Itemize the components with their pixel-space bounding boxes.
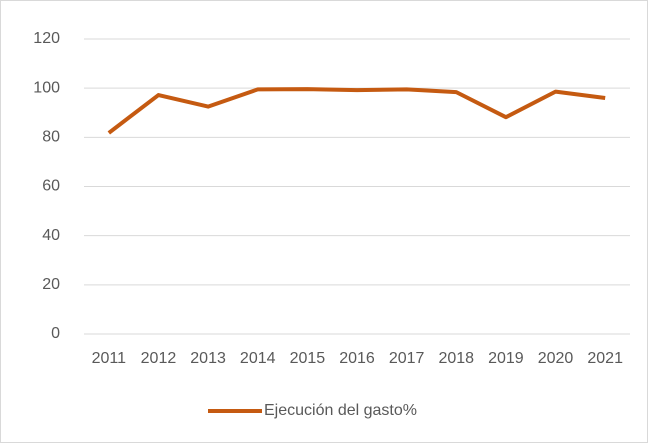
y-tick-label: 120 bbox=[33, 30, 60, 47]
y-tick-label: 100 bbox=[33, 79, 60, 96]
y-tick-label: 60 bbox=[42, 178, 60, 195]
x-tick-label: 2019 bbox=[488, 350, 524, 367]
y-tick-label: 40 bbox=[42, 227, 60, 244]
x-tick-label: 2012 bbox=[141, 350, 177, 367]
x-tick-label: 2011 bbox=[92, 350, 127, 367]
data-line bbox=[107, 87, 606, 135]
y-tick-label: 80 bbox=[42, 129, 60, 146]
y-tick-label: 0 bbox=[51, 325, 60, 342]
x-tick-label: 2020 bbox=[538, 350, 574, 367]
x-tick-label: 2016 bbox=[339, 350, 375, 367]
x-tick-label: 2013 bbox=[190, 350, 226, 367]
x-tick-label: 2017 bbox=[389, 350, 425, 367]
x-tick-label: 2018 bbox=[438, 350, 474, 367]
x-tick-label: 2014 bbox=[240, 350, 276, 367]
x-tick-label: 2015 bbox=[290, 350, 326, 367]
y-tick-label: 20 bbox=[42, 276, 60, 293]
legend-label: Ejecución del gasto% bbox=[264, 402, 417, 419]
x-tick-label: 2021 bbox=[587, 350, 623, 367]
